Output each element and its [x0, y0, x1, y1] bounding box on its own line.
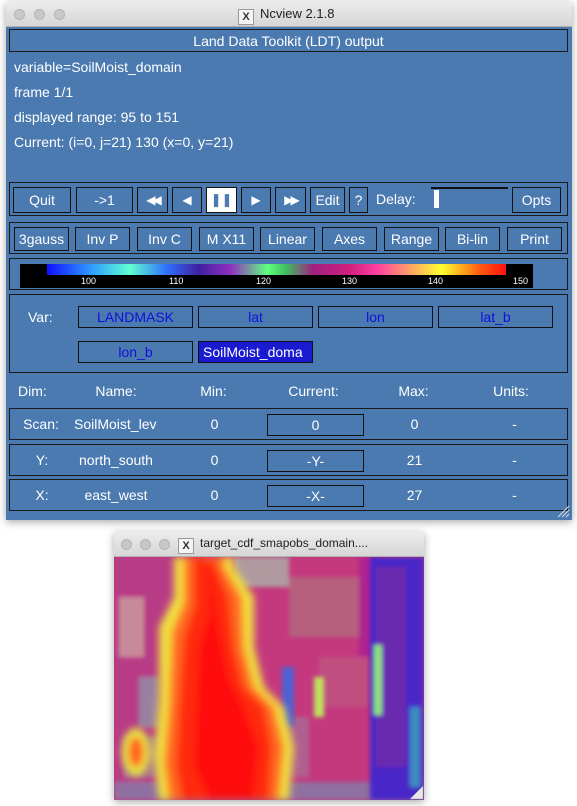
dim-units: - [487, 487, 542, 503]
dim-header-units: Units: [476, 383, 546, 399]
dataset-title: Land Data Toolkit (LDT) output [10, 33, 567, 49]
dim-units: - [487, 452, 542, 468]
pause-button[interactable]: ❚❚ [206, 187, 237, 213]
var-button-landmask[interactable]: LANDMASK [78, 306, 193, 328]
dim-header-name: Name: [66, 383, 166, 399]
range-info: displayed range: 95 to 151 [14, 109, 179, 125]
colormap-3gauss-button[interactable]: 3gauss [14, 227, 69, 251]
help-button[interactable]: ? [349, 187, 368, 213]
dim-current-button[interactable]: -Y- [267, 450, 364, 472]
dim-name: north_south [66, 452, 166, 468]
image-minimize-window-button[interactable] [140, 539, 151, 550]
dim-header-min: Min: [186, 383, 241, 399]
variable-panel: Var: LANDMASK lat lon lat_b lon_b SoilMo… [9, 294, 568, 373]
image-close-window-button[interactable] [121, 539, 132, 550]
dim-min: 0 [187, 487, 242, 503]
image-zoom-window-button[interactable] [159, 539, 170, 550]
close-window-button[interactable] [14, 9, 25, 20]
colorbar-tick-110: 110 [169, 276, 183, 286]
dim-name: SoilMoist_lev [70, 416, 174, 432]
dim-row-x: X: east_west 0 -X- 27 - [9, 479, 568, 511]
colorbar-tick-120: 120 [256, 276, 271, 286]
control-toolbar: Quit ->1 ◀◀ ◀ ❚❚ ▶ ▶▶ Edit ? Delay: Opts [9, 182, 568, 216]
opts-button[interactable]: Opts [512, 187, 561, 213]
var-label: Var: [28, 309, 53, 325]
colorbar-tick-150: 150 [513, 276, 528, 286]
current-info: Current: (i=0, j=21) 130 (x=0, y=21) [14, 134, 233, 150]
dim-header-dim: Dim: [18, 383, 58, 399]
range-button[interactable]: Range [384, 227, 439, 251]
var-button-lon-b[interactable]: lon_b [78, 341, 193, 363]
title-bar[interactable]: X Ncview 2.1.8 [6, 2, 572, 27]
soil-moisture-map[interactable] [114, 557, 424, 800]
dim-max: 0 [387, 416, 442, 432]
colorbar-tick-100: 100 [81, 276, 96, 286]
invert-p-button[interactable]: Inv P [75, 227, 130, 251]
transform-linear-button[interactable]: Linear [260, 227, 315, 251]
delay-slider-thumb[interactable] [434, 190, 439, 208]
dim-label: Scan: [16, 416, 66, 432]
axes-button[interactable]: Axes [322, 227, 377, 251]
colorbar-tick-140: 140 [428, 276, 443, 286]
dim-max: 21 [387, 452, 442, 468]
var-button-lat-b[interactable]: lat_b [438, 306, 553, 328]
colorbar-gradient [47, 264, 506, 275]
edit-button[interactable]: Edit [310, 187, 345, 213]
invert-c-button[interactable]: Inv C [137, 227, 192, 251]
dim-name: east_west [66, 487, 166, 503]
dim-row-scan: Scan: SoilMoist_lev 0 0 0 - [9, 408, 568, 440]
dim-min: 0 [187, 452, 242, 468]
dim-current-button[interactable]: -X- [267, 485, 364, 507]
title-panel: Land Data Toolkit (LDT) output [9, 29, 568, 52]
x11-icon: X [238, 9, 254, 25]
frame-info: frame 1/1 [14, 84, 73, 100]
bilinear-button[interactable]: Bi-lin [445, 227, 500, 251]
step-forward-button[interactable]: ▶ [241, 187, 271, 213]
resize-handle-icon[interactable] [556, 504, 570, 518]
dim-row-y: Y: north_south 0 -Y- 21 - [9, 444, 568, 476]
magnify-button[interactable]: M X11 [199, 227, 254, 251]
dim-min: 0 [187, 416, 242, 432]
dim-header-max: Max: [386, 383, 441, 399]
zoom-window-button[interactable] [54, 9, 65, 20]
rewind-button[interactable]: ◀◀ [137, 187, 168, 213]
window-title: X Ncview 2.1.8 [238, 6, 334, 25]
dim-units: - [487, 416, 542, 432]
var-button-soilmoist-domain[interactable]: SoilMoist_doma [198, 341, 313, 363]
ncview-main-window: X Ncview 2.1.8 Land Data Toolkit (LDT) ou… [6, 2, 572, 520]
colorbar-tick-130: 130 [342, 276, 357, 286]
x11-icon: X [178, 538, 194, 554]
delay-label: Delay: [376, 191, 416, 207]
delay-slider[interactable] [431, 187, 508, 189]
print-button[interactable]: Print [507, 227, 562, 251]
dim-header-current: Current: [265, 383, 362, 399]
goto-first-button[interactable]: ->1 [76, 187, 133, 213]
step-back-button[interactable]: ◀ [172, 187, 202, 213]
variable-info: variable=SoilMoist_domain [14, 59, 182, 75]
dim-current-button[interactable]: 0 [267, 414, 364, 436]
quit-button[interactable]: Quit [13, 187, 71, 213]
fast-forward-button[interactable]: ▶▶ [275, 187, 306, 213]
display-toolbar: 3gauss Inv P Inv C M X11 Linear Axes Ran… [9, 222, 568, 254]
dim-max: 27 [387, 487, 442, 503]
colorbar [20, 264, 533, 288]
minimize-window-button[interactable] [34, 9, 45, 20]
var-button-lon[interactable]: lon [318, 306, 433, 328]
var-button-lat[interactable]: lat [198, 306, 313, 328]
